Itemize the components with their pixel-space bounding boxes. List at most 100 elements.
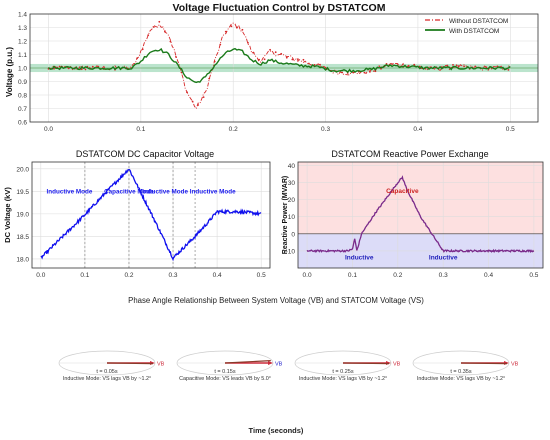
series-with-dstatcom: [48, 47, 511, 84]
without-dstatcom-point: [413, 63, 416, 66]
chart2-ytick: 18.5: [16, 234, 29, 241]
without-dstatcom-point: [352, 71, 355, 74]
chart1-ylabel: Voltage (p.u.): [5, 47, 14, 97]
mode-annotation: Capacitive Mode: [104, 188, 154, 195]
legend-without-label: Without DSTATCOM: [449, 18, 508, 25]
without-dstatcom-point: [91, 65, 94, 68]
chart1-ytick: 1.0: [18, 66, 27, 73]
dc-voltage-series: [40, 168, 262, 262]
chart1-ytick: 0.6: [18, 120, 27, 127]
phasor-caption: Capacitive Mode: VS leads VB by 5.0°: [179, 376, 271, 382]
vs-vector: [106, 362, 154, 365]
phase-xlabel: Time (seconds): [249, 426, 304, 435]
without-dstatcom-point: [224, 30, 227, 33]
chart2-frame: [31, 161, 271, 269]
chart2-title: DSTATCOM DC Capacitor Voltage: [76, 149, 214, 159]
without-dstatcom-point: [169, 40, 172, 43]
without-dstatcom-point: [291, 58, 294, 61]
chart3-ytick: 30: [288, 180, 296, 187]
without-dstatcom-point: [363, 71, 366, 74]
vb-label: VB: [511, 362, 519, 368]
chart3-ytick: 20: [288, 197, 296, 204]
chart1-ytick: 1.1: [18, 52, 27, 59]
without-dstatcom-point: [319, 63, 321, 66]
chart3-xtick: 0.0: [303, 272, 312, 279]
chart3-ytick: 10: [288, 214, 296, 221]
without-dstatcom-point: [452, 64, 454, 66]
without-dstatcom-point: [236, 26, 238, 29]
without-dstatcom-point: [463, 65, 465, 68]
capacitive-region: [298, 162, 543, 234]
without-dstatcom-point: [186, 91, 188, 94]
mode-annotation: Inductive Mode: [47, 188, 93, 195]
without-dstatcom-point: [269, 48, 271, 51]
without-dstatcom-point: [147, 34, 150, 37]
without-dstatcom-point: [263, 58, 266, 61]
without-dstatcom-point: [341, 71, 344, 74]
without-dstatcom-point: [175, 56, 177, 58]
without-dstatcom-point: [474, 65, 477, 68]
without-dstatcom-point: [241, 28, 244, 31]
without-dstatcom-point: [391, 63, 393, 65]
legend-with-label: With DSTATCOM: [449, 28, 499, 35]
voltage-fluctuation-chart: Voltage Fluctuation Control by DSTATCOM …: [5, 2, 539, 133]
without-dstatcom-point: [208, 77, 211, 80]
without-dstatcom-point: [202, 96, 205, 98]
chart1-xtick: 0.3: [321, 126, 330, 133]
vs-vector: [224, 360, 271, 364]
without-dstatcom-point: [180, 71, 183, 74]
chart3-ylabel: Reactive Power (MVAR): [282, 176, 289, 254]
without-dstatcom-point: [369, 71, 371, 73]
phasor-time: t = 0.25s: [332, 369, 354, 375]
dc-capacitor-voltage-chart: DSTATCOM DC Capacitor Voltage 0.0 0.1 0.2 0…: [3, 149, 271, 279]
vs-vector: [342, 362, 390, 365]
chart3-frame: [297, 161, 544, 269]
without-dstatcom-point: [297, 58, 299, 61]
chart2-xtick: 0.0: [36, 272, 45, 279]
chart2-xtick: 0.2: [124, 272, 133, 279]
without-dstatcom-point: [280, 52, 283, 55]
chart3-ytick: -10: [286, 248, 296, 255]
chart2-xtick: 0.1: [80, 272, 89, 279]
without-dstatcom-point: [136, 57, 139, 60]
mode-annotation: Inductive Mode: [190, 188, 236, 195]
chart3-xtick: 0.3: [439, 272, 448, 279]
without-dstatcom-point: [213, 60, 216, 63]
reactive-power-chart: DSTATCOM Reactive Power Exchange 0.0 0.1 0…: [282, 149, 544, 279]
without-dstatcom-point: [164, 30, 166, 33]
reactive-power-series: [306, 175, 535, 254]
without-dstatcom-point: [302, 58, 305, 61]
chart1-ytick: 0.8: [18, 93, 27, 100]
chart2-ytick: 19.0: [16, 211, 29, 218]
without-dstatcom-point: [252, 51, 255, 54]
chart1-ytick: 1.2: [18, 39, 27, 46]
inductive-annotation: Inductive: [345, 255, 374, 262]
inductive-annotation: Inductive: [429, 255, 458, 262]
chart1-title: Voltage Fluctuation Control by DSTATCOM: [173, 2, 386, 14]
without-dstatcom-point: [230, 25, 233, 28]
chart1-frame: [29, 13, 539, 123]
chart3-ytick: 40: [288, 163, 296, 170]
without-dstatcom-point: [308, 62, 310, 65]
chart3-xtick: 0.5: [529, 272, 538, 279]
chart2-xtick: 0.3: [169, 272, 178, 279]
chart1-ytick: 1.3: [18, 25, 27, 32]
without-dstatcom-point: [219, 43, 222, 46]
chart2-ylabel: DC Voltage (kV): [3, 187, 12, 243]
vb-label: VB: [393, 362, 401, 368]
phase-angle-panel: Phase Angle Relationship Between System …: [58, 296, 519, 435]
without-dstatcom-point: [285, 56, 288, 59]
without-dstatcom-point: [374, 70, 377, 73]
phasor-caption: Inductive Mode: VS lags VB by ~1.2°: [299, 376, 387, 382]
chart3-title: DSTATCOM Reactive Power Exchange: [331, 149, 488, 159]
without-dstatcom-point: [457, 65, 460, 68]
without-dstatcom-point: [191, 100, 194, 103]
without-dstatcom-point: [247, 42, 249, 44]
phasor-time: t = 0.05s: [96, 369, 118, 375]
without-dstatcom-point: [274, 51, 277, 54]
